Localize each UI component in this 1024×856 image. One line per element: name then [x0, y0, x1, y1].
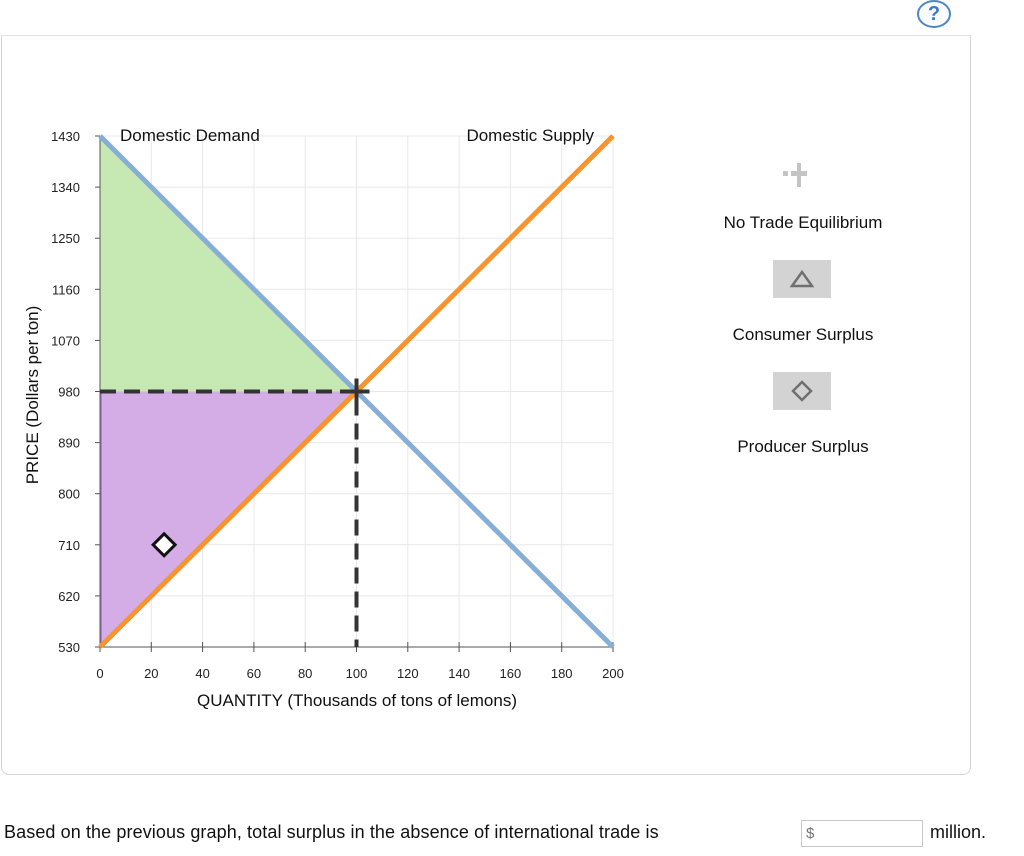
help-icon: ?	[927, 2, 941, 25]
no-trade-equilibrium-label: No Trade Equilibrium	[723, 213, 883, 232]
y-tick-label: 1160	[52, 282, 80, 297]
x-tick-label: 160	[500, 666, 522, 681]
y-axis-title: PRICE (Dollars per ton)	[23, 306, 42, 485]
consumer-surplus-tool[interactable]	[773, 260, 831, 298]
producer-surplus-tool[interactable]	[773, 372, 831, 410]
cross-icon	[783, 163, 807, 187]
supply-demand-chart: 530 620 710 800 890 980 1070 1160 1250 1340 1430 0 2…	[23, 126, 624, 710]
x-tick-label: 0	[96, 666, 103, 681]
y-tick-label: 800	[58, 487, 80, 502]
x-tick-label: 140	[448, 666, 470, 681]
diamond-icon	[791, 380, 813, 402]
y-tick-label: 1250	[51, 231, 80, 246]
x-tick-label: 200	[602, 666, 624, 681]
triangle-icon	[790, 269, 814, 288]
equilibrium-cross-v	[354, 378, 359, 405]
x-tick-label: 60	[247, 666, 261, 681]
y-tick-label: 1070	[51, 333, 80, 348]
y-tick-label: 620	[58, 589, 80, 604]
no-trade-equilibrium-tool[interactable]	[783, 160, 813, 190]
y-tick-label: 1340	[51, 180, 80, 195]
total-surplus-input[interactable]	[801, 820, 923, 847]
consumer-surplus-label: Consumer Surplus	[732, 325, 874, 344]
help-button[interactable]: ?	[917, 0, 951, 28]
x-tick-label: 180	[551, 666, 573, 681]
producer-surplus-label: Producer Surplus	[737, 437, 869, 456]
demand-curve-label: Domestic Demand	[120, 126, 260, 145]
y-tick-label: 1430	[51, 129, 80, 144]
y-tick-label: 530	[58, 640, 80, 655]
y-tick-label: 710	[58, 538, 80, 553]
x-tick-label: 120	[397, 666, 419, 681]
x-tick-label: 40	[195, 666, 209, 681]
y-tick-label: 890	[58, 436, 80, 451]
x-axis-title: QUANTITY (Thousands of tons of lemons)	[197, 691, 517, 710]
producer-surplus-marker[interactable]	[151, 531, 178, 558]
y-tick-label: 980	[58, 385, 80, 400]
x-tick-label: 80	[298, 666, 312, 681]
x-tick-label: 100	[346, 666, 368, 681]
supply-curve-label: Domestic Supply	[466, 126, 594, 145]
question-text: Based on the previous graph, total surpl…	[4, 822, 659, 842]
x-tick-label: 20	[144, 666, 158, 681]
units-label: million.	[930, 822, 987, 842]
